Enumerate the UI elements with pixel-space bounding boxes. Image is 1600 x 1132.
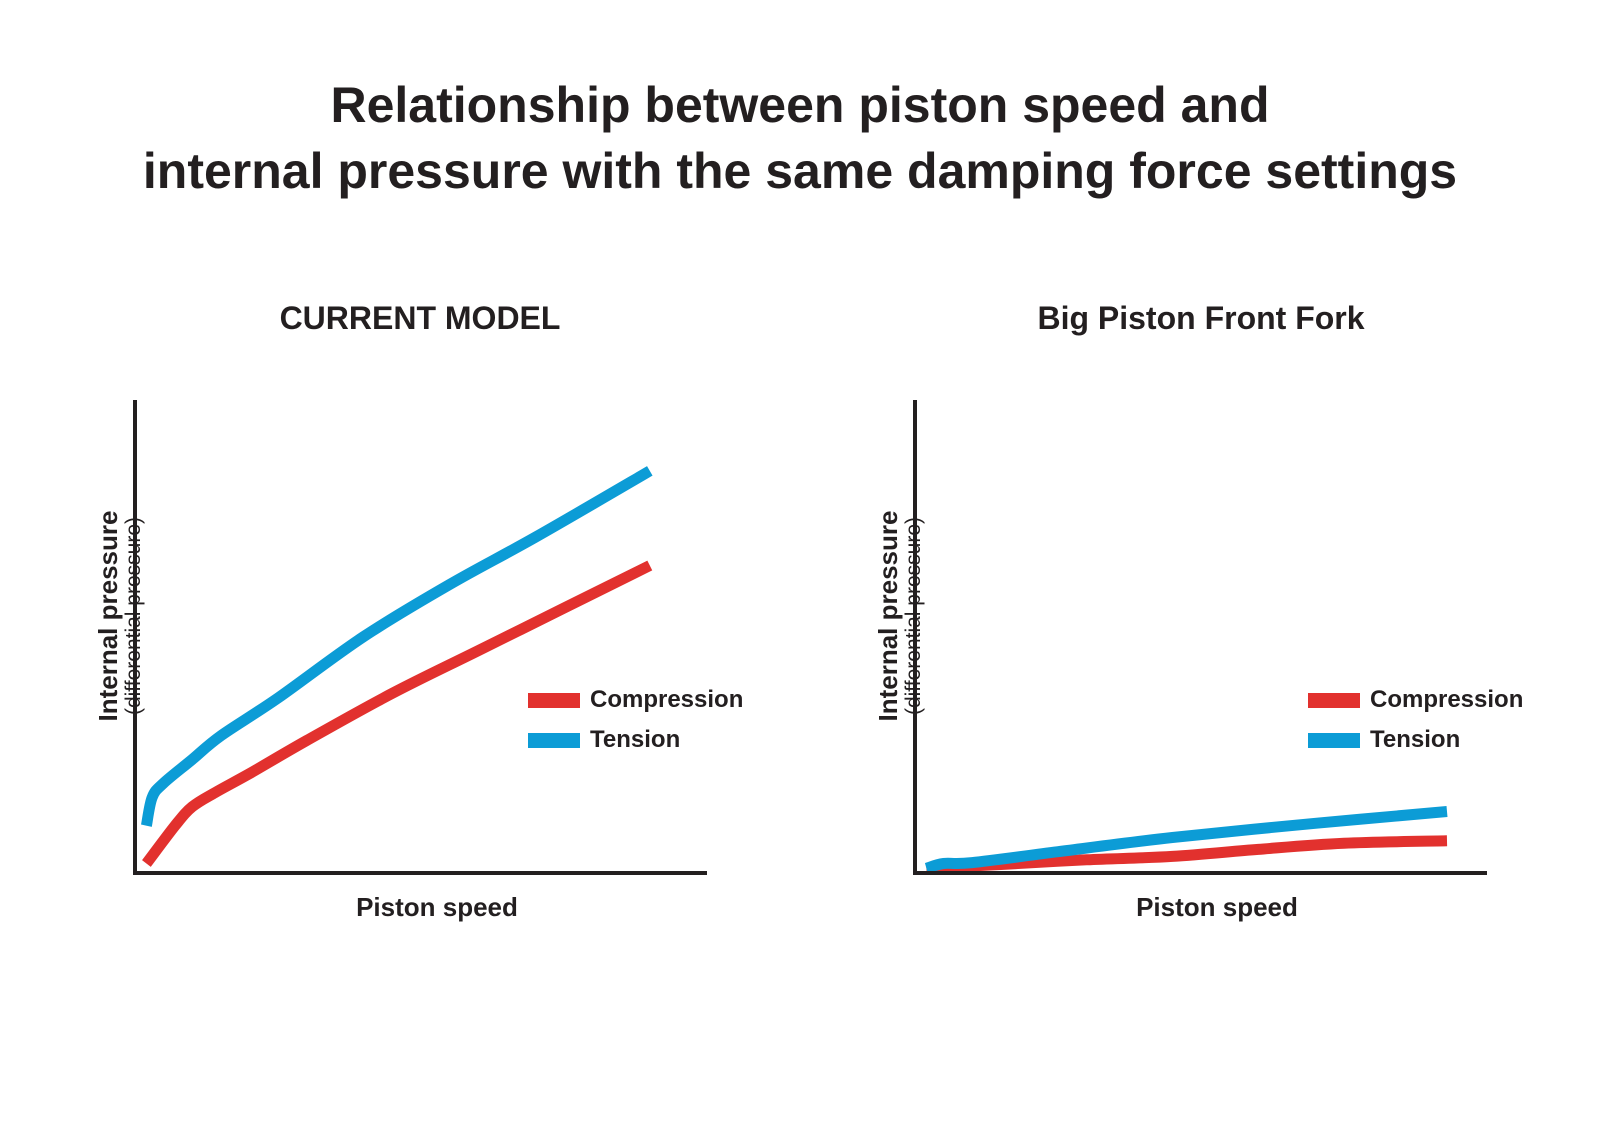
legend-item-tension: Tension: [1308, 720, 1523, 760]
legend-item-compression: Compression: [1308, 680, 1523, 720]
legend-item-compression: Compression: [528, 680, 743, 720]
legend-swatch-tension: [528, 732, 580, 748]
legend-label-tension: Tension: [1370, 726, 1461, 753]
axes-big-piston: [913, 400, 1487, 875]
chart-title-current-model: CURRENT MODEL: [279, 300, 561, 336]
legend-current-model: Compression Tension: [528, 680, 743, 760]
series-line-tension: [924, 806, 1448, 874]
title-line-1: Relationship between piston speed and: [330, 77, 1270, 133]
chart-panel-big-piston: Big Piston Front Fork Internal pressure …: [780, 0, 1580, 1132]
legend-swatch-tension: [1308, 732, 1360, 748]
legend-label-compression: Compression: [590, 686, 744, 713]
x-axis-label-current-model: Piston speed: [356, 892, 518, 922]
series-line-tension: [140, 466, 653, 827]
legend-item-tension: Tension: [528, 720, 743, 760]
legend-label-tension: Tension: [590, 726, 681, 753]
chart-title-big-piston: Big Piston Front Fork: [1037, 300, 1365, 336]
chart-panel-current-model: CURRENT MODEL Internal pressure (differe…: [93, 300, 743, 922]
x-axis-label-big-piston: Piston speed: [1136, 892, 1298, 922]
legend-big-piston: Compression Tension: [1308, 680, 1523, 760]
legend-swatch-compression: [1308, 692, 1360, 708]
title-line-2: internal pressure with the same damping …: [142, 143, 1458, 199]
legend-swatch-compression: [528, 692, 580, 708]
plot-area-big-piston: [913, 400, 1487, 875]
legend-label-compression: Compression: [1370, 686, 1524, 713]
plot-area-current-model: [133, 400, 707, 875]
axes-current-model: [133, 400, 707, 875]
main-title: Relationship between piston speed and in…: [0, 72, 1600, 204]
series-line-compression: [142, 560, 653, 867]
